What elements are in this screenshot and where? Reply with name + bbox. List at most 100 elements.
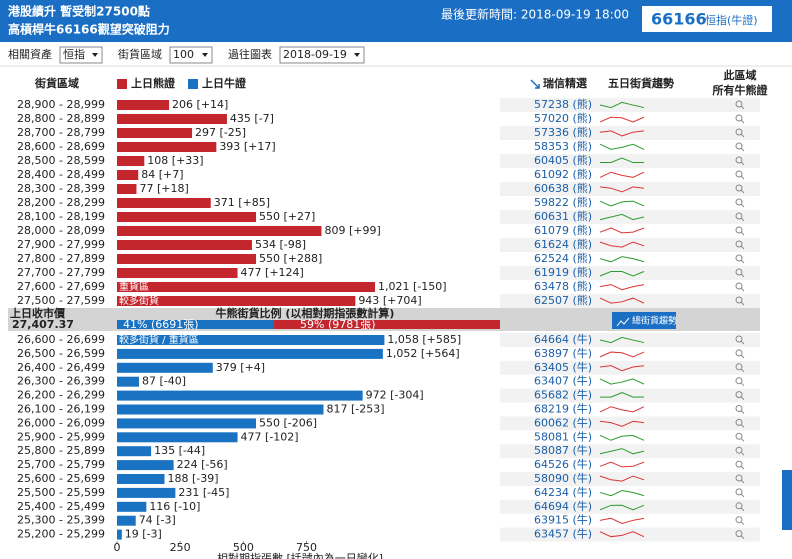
code-link[interactable]: 63457 (牛) <box>534 527 592 541</box>
search-icon[interactable] <box>735 460 743 468</box>
search-icon[interactable] <box>735 198 743 206</box>
search-icon[interactable] <box>735 377 743 385</box>
search-icon <box>740 259 745 264</box>
search-icon[interactable] <box>735 530 743 538</box>
search-icon[interactable] <box>735 212 743 220</box>
search-icon[interactable] <box>735 363 743 371</box>
code-link[interactable]: 62507 (熊) <box>534 293 592 307</box>
value: 817 <box>326 403 347 416</box>
value: 19 <box>125 528 139 541</box>
code-link[interactable]: 64526 (牛) <box>534 457 592 471</box>
search-icon[interactable] <box>735 128 743 136</box>
code-link[interactable]: 63478 (熊) <box>534 279 592 293</box>
code-link[interactable]: 58087 (牛) <box>534 443 592 457</box>
code-link[interactable]: 59822 (熊) <box>534 195 592 209</box>
search-icon[interactable] <box>735 282 743 290</box>
code-link[interactable]: 64664 (牛) <box>534 332 592 346</box>
code-link[interactable]: 57020 (熊) <box>534 111 592 125</box>
trend-button[interactable] <box>612 312 676 329</box>
legend-label: 上日熊證 <box>131 76 176 90</box>
bar <box>117 198 211 208</box>
select[interactable] <box>169 46 213 64</box>
code-link[interactable]: 58353 (熊) <box>534 139 592 153</box>
side-tab[interactable] <box>782 470 792 530</box>
value: 77 <box>139 182 153 195</box>
code-link[interactable]: 64234 (牛) <box>534 485 592 499</box>
search-icon[interactable] <box>735 432 743 440</box>
value-label: 817 [-253] <box>326 403 384 416</box>
select-value[interactable]: 2018-09-19 <box>283 48 347 61</box>
select[interactable] <box>59 46 103 64</box>
search-icon[interactable] <box>735 502 743 510</box>
bar <box>117 184 137 194</box>
select-value[interactable]: 100 <box>173 48 194 61</box>
search-icon <box>740 231 745 236</box>
code-link[interactable]: 63897 (牛) <box>534 346 592 360</box>
change: [+288] <box>284 252 323 265</box>
featured-label[interactable]: 恒指(牛證) <box>705 13 758 27</box>
featured-code[interactable]: 66166 <box>651 10 707 29</box>
search-icon[interactable] <box>735 335 743 343</box>
code-link[interactable]: 58081 (牛) <box>534 429 592 443</box>
search-icon[interactable] <box>735 474 743 482</box>
code-link[interactable]: 65682 (牛) <box>534 388 592 402</box>
code-link[interactable]: 68219 (牛) <box>534 402 592 416</box>
trend-sparkline <box>599 200 645 207</box>
search-icon[interactable] <box>735 405 743 412</box>
code-link[interactable]: 57238 (熊) <box>534 97 592 111</box>
search-icon[interactable] <box>735 156 743 164</box>
search-icon[interactable] <box>735 114 743 122</box>
trend-button-label[interactable]: 總街貨趨勢 <box>632 315 677 327</box>
select-value[interactable]: 恒指 <box>63 47 85 61</box>
search-icon[interactable] <box>735 349 743 357</box>
code-link[interactable]: 62524 (熊) <box>534 251 592 265</box>
select[interactable] <box>279 46 365 64</box>
value: 379 <box>216 361 237 374</box>
search-icon[interactable] <box>735 100 743 108</box>
row-bg <box>500 444 760 459</box>
code-link[interactable]: 57336 (熊) <box>534 125 592 139</box>
code-link[interactable]: 63405 (牛) <box>534 360 592 374</box>
search-icon[interactable] <box>735 446 743 454</box>
range-label: 28,400 - 28,499 <box>17 168 105 181</box>
range-label: 25,300 - 25,399 <box>17 514 105 527</box>
search-icon[interactable] <box>735 296 743 304</box>
code-link[interactable]: 63407 (牛) <box>534 374 592 388</box>
trend-sparkline <box>599 490 645 497</box>
bar <box>117 240 252 250</box>
change: [-7] <box>254 112 274 125</box>
value: 477 <box>241 430 262 443</box>
search-icon[interactable] <box>735 254 743 262</box>
search-icon[interactable] <box>735 488 743 496</box>
button-icon <box>616 317 630 327</box>
code-link[interactable]: 60638 (熊) <box>534 181 592 195</box>
code-link[interactable]: 58090 (牛) <box>534 471 592 485</box>
code-link[interactable]: 61624 (熊) <box>534 237 592 251</box>
search-icon[interactable] <box>735 516 743 524</box>
search-icon[interactable] <box>735 268 743 276</box>
change: [+4] <box>240 361 265 374</box>
trend-sparkline <box>599 171 645 178</box>
search-icon[interactable] <box>735 240 743 248</box>
code-link[interactable]: 61919 (熊) <box>534 265 592 279</box>
code-link[interactable]: 63915 (牛) <box>534 513 592 527</box>
range-label: 26,400 - 26,499 <box>17 361 105 374</box>
featured-box[interactable] <box>642 6 772 32</box>
code-link[interactable]: 60405 (熊) <box>534 153 592 167</box>
bar <box>117 460 174 471</box>
code-link[interactable]: 60062 (牛) <box>534 415 592 429</box>
row-bg <box>500 98 760 112</box>
code-link[interactable]: 60631 (熊) <box>534 209 592 223</box>
code-link[interactable]: 61092 (熊) <box>534 167 592 181</box>
search-icon[interactable] <box>735 170 743 178</box>
search-icon[interactable] <box>735 418 743 426</box>
search-icon[interactable] <box>735 184 743 192</box>
value-label: 1,021 [-150] <box>378 280 447 293</box>
change: [+27] <box>284 210 316 223</box>
search-icon[interactable] <box>735 391 743 399</box>
code-link[interactable]: 64694 (牛) <box>534 499 592 513</box>
search-icon[interactable] <box>735 142 743 150</box>
code-link[interactable]: 61079 (熊) <box>534 223 592 237</box>
search-icon[interactable] <box>735 226 743 234</box>
search-icon <box>740 410 745 414</box>
